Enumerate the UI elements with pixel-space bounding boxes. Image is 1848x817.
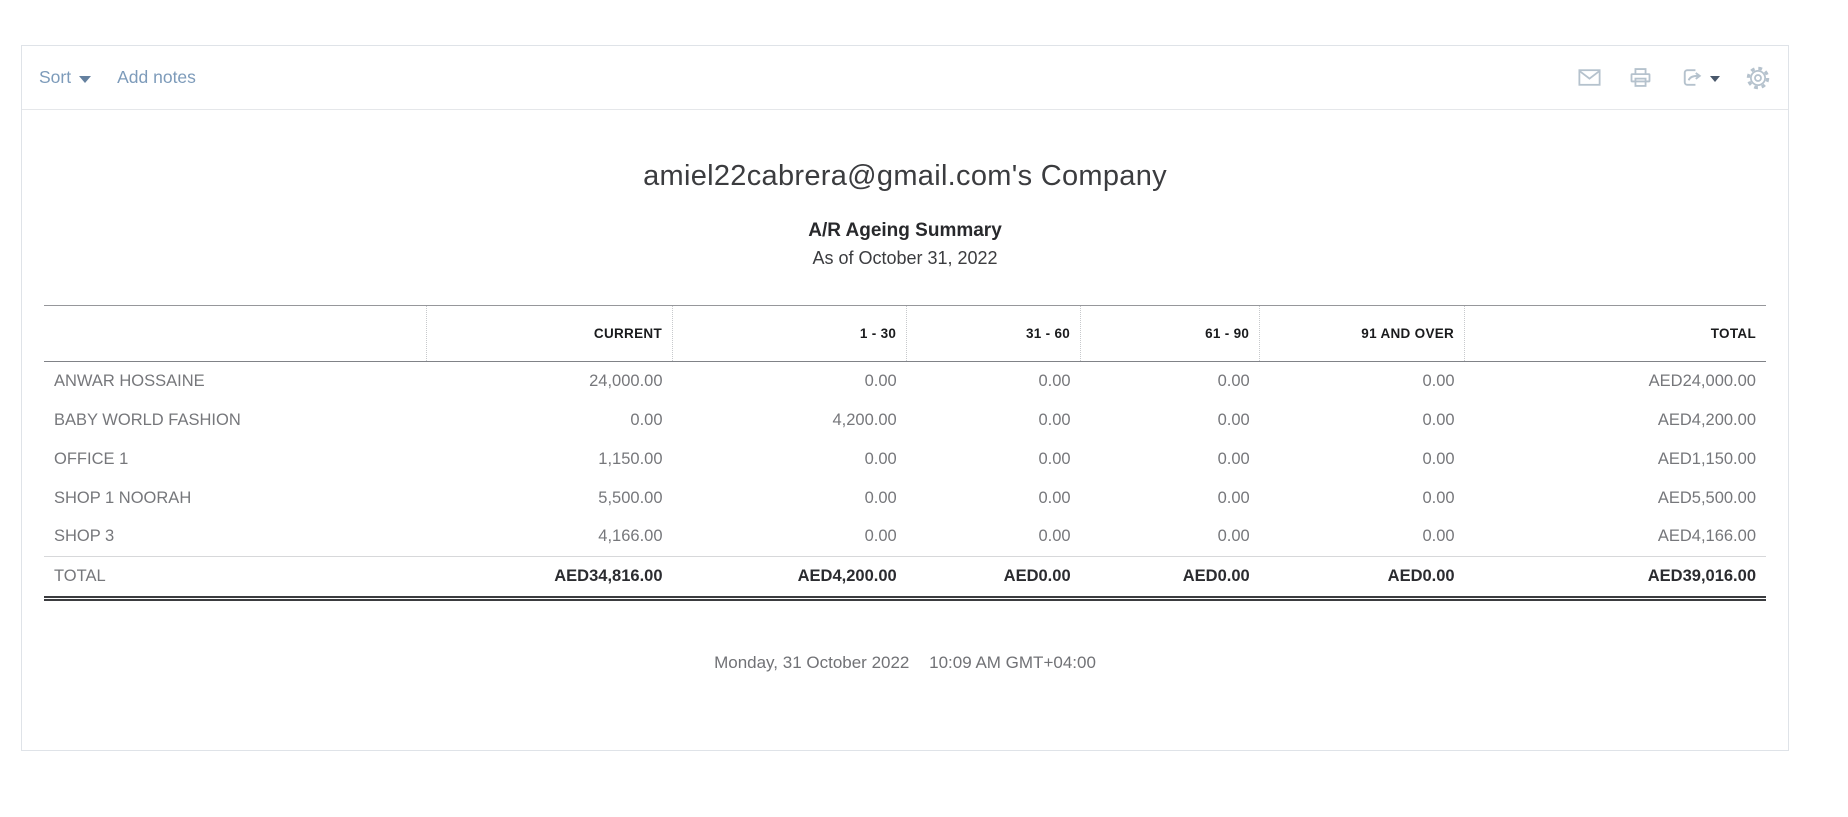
cell-total: AED4,166.00 (1657, 527, 1756, 546)
chevron-down-icon (79, 75, 92, 83)
report-timestamp: Monday, 31 October 2022 10:09 AM GMT+04:… (44, 653, 1766, 673)
total-1-30: AED4,200.00 (672, 556, 907, 601)
company-name: amiel22cabrera@gmail.com's Company (643, 160, 1167, 192)
cell-91-over: 0.00 (1422, 449, 1455, 468)
cell-current: 0.00 (630, 410, 663, 429)
table-row: ANWAR HOSSAINE 24,000.00 0.00 0.00 0.00 … (44, 362, 1766, 401)
cell-61-90: 0.00 (1217, 527, 1250, 546)
total-current: AED34,816.00 (426, 556, 673, 601)
export-button[interactable] (1678, 64, 1720, 91)
cell-1-30: 0.00 (864, 449, 897, 468)
table-row: OFFICE 1 1,150.00 0.00 0.00 0.00 0.00 AE… (44, 440, 1766, 479)
sort-label: Sort (39, 67, 72, 87)
cell-91-over: 0.00 (1422, 527, 1455, 546)
print-icon (1630, 68, 1651, 87)
cell-61-90: 0.00 (1217, 371, 1250, 390)
print-button[interactable] (1627, 64, 1654, 91)
cell-91-over: 0.00 (1422, 410, 1455, 429)
total-31-60: AED0.00 (906, 556, 1081, 601)
customer-name[interactable]: ANWAR HOSSAINE (54, 371, 205, 390)
column-header-total[interactable]: TOTAL (1464, 305, 1766, 362)
cell-61-90: 0.00 (1217, 488, 1250, 507)
total-91-over: AED0.00 (1259, 556, 1465, 601)
cell-91-over: 0.00 (1422, 488, 1455, 507)
column-header-current[interactable]: CURRENT (425, 305, 673, 362)
cell-total: AED5,500.00 (1657, 488, 1756, 507)
report-generated-date: Monday, 31 October 2022 (714, 653, 910, 672)
cell-current: 4,166.00 (598, 527, 663, 546)
table-row: SHOP 1 NOORAH 5,500.00 0.00 0.00 0.00 0.… (44, 479, 1766, 518)
report-generated-time: 10:09 AM GMT+04:00 (929, 653, 1096, 672)
customer-name[interactable]: SHOP 3 (54, 527, 115, 546)
email-icon (1578, 69, 1601, 86)
settings-button[interactable] (1744, 64, 1772, 92)
cell-1-30: 4,200.00 (832, 410, 897, 429)
cell-91-over: 0.00 (1422, 371, 1455, 390)
cell-31-60: 0.00 (1038, 449, 1071, 468)
cell-current: 5,500.00 (598, 488, 663, 507)
report-as-of-date: As of October 31, 2022 (812, 248, 998, 268)
total-row-label: TOTAL (44, 556, 427, 601)
email-button[interactable] (1576, 64, 1603, 91)
report-title: A/R Ageing Summary (808, 220, 1002, 241)
customer-name[interactable]: BABY WORLD FASHION (54, 410, 241, 429)
report-panel: Sort Add notes (21, 45, 1789, 751)
sort-button[interactable]: Sort (39, 67, 92, 88)
table-row: SHOP 3 4,166.00 0.00 0.00 0.00 0.00 AED4… (44, 518, 1766, 557)
cell-1-30: 0.00 (864, 371, 897, 390)
cell-61-90: 0.00 (1217, 410, 1250, 429)
cell-total: AED4,200.00 (1657, 410, 1756, 429)
cell-31-60: 0.00 (1038, 527, 1071, 546)
cell-total: AED24,000.00 (1648, 371, 1756, 390)
cell-current: 1,150.00 (598, 449, 663, 468)
total-61-90: AED0.00 (1080, 556, 1260, 601)
add-notes-label: Add notes (117, 67, 196, 87)
report-toolbar: Sort Add notes (22, 46, 1788, 110)
column-header-61-90[interactable]: 61 - 90 (1080, 305, 1260, 362)
column-header-31-60[interactable]: 31 - 60 (906, 305, 1081, 362)
total-total: AED39,016.00 (1464, 556, 1766, 601)
cell-1-30: 0.00 (864, 488, 897, 507)
customer-name[interactable]: OFFICE 1 (54, 449, 129, 468)
column-header-1-30[interactable]: 1 - 30 (672, 305, 907, 362)
chevron-down-icon (1710, 75, 1720, 82)
column-header-91-and-over[interactable]: 91 AND OVER (1259, 305, 1465, 362)
cell-31-60: 0.00 (1038, 410, 1071, 429)
export-icon (1683, 69, 1702, 86)
table-total-row: TOTAL AED34,816.00 AED4,200.00 AED0.00 A… (44, 556, 1766, 601)
cell-61-90: 0.00 (1217, 449, 1250, 468)
cell-31-60: 0.00 (1038, 371, 1071, 390)
cell-31-60: 0.00 (1038, 488, 1071, 507)
settings-gear-icon (1746, 66, 1770, 89)
report-body: amiel22cabrera@gmail.com's Company A/R A… (22, 160, 1788, 673)
customer-name[interactable]: SHOP 1 NOORAH (54, 488, 192, 507)
cell-1-30: 0.00 (864, 527, 897, 546)
column-header-name[interactable] (44, 305, 427, 362)
cell-total: AED1,150.00 (1657, 449, 1756, 468)
cell-current: 24,000.00 (589, 371, 663, 390)
add-notes-button[interactable]: Add notes (117, 67, 196, 88)
ageing-summary-table: CURRENT 1 - 30 31 - 60 61 - 90 91 AND OV… (44, 305, 1766, 601)
table-row: BABY WORLD FASHION 0.00 4,200.00 0.00 0.… (44, 401, 1766, 440)
table-header-row: CURRENT 1 - 30 31 - 60 61 - 90 91 AND OV… (44, 305, 1766, 362)
